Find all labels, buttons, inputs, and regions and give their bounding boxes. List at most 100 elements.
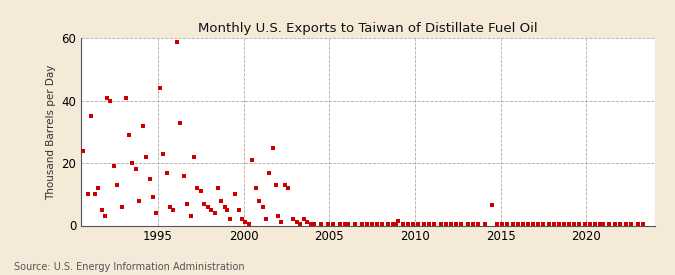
Point — [564, 222, 574, 226]
Point — [288, 217, 299, 221]
Point — [250, 186, 261, 190]
Point — [165, 205, 176, 209]
Point — [372, 222, 383, 226]
Point — [334, 222, 345, 226]
Point — [367, 222, 377, 226]
Point — [322, 222, 333, 226]
Point — [456, 222, 466, 226]
Point — [403, 222, 414, 226]
Point — [168, 208, 179, 212]
Point — [233, 208, 244, 212]
Point — [603, 222, 614, 226]
Point — [101, 95, 112, 100]
Point — [305, 222, 316, 226]
Point — [559, 222, 570, 226]
Point — [206, 208, 217, 212]
Point — [518, 222, 529, 226]
Point — [185, 214, 196, 218]
Point — [543, 222, 554, 226]
Point — [302, 220, 313, 225]
Point — [213, 186, 223, 190]
Point — [267, 145, 278, 150]
Point — [429, 222, 439, 226]
Point — [86, 114, 97, 119]
Point — [595, 222, 605, 226]
Point — [144, 177, 155, 181]
Point — [261, 217, 271, 221]
Point — [127, 161, 138, 165]
Point — [522, 222, 533, 226]
Point — [130, 167, 141, 172]
Point — [111, 183, 122, 187]
Point — [497, 222, 508, 226]
Point — [620, 222, 631, 226]
Point — [548, 222, 559, 226]
Point — [387, 222, 398, 226]
Point — [408, 222, 418, 226]
Point — [574, 222, 585, 226]
Point — [221, 208, 232, 212]
Point — [440, 222, 451, 226]
Y-axis label: Thousand Barrels per Day: Thousand Barrels per Day — [46, 64, 56, 200]
Point — [451, 222, 462, 226]
Text: Source: U.S. Energy Information Administration: Source: U.S. Energy Information Administ… — [14, 262, 244, 272]
Point — [247, 158, 258, 162]
Point — [240, 220, 251, 225]
Point — [175, 120, 186, 125]
Point — [446, 222, 456, 226]
Point — [161, 170, 172, 175]
Point — [468, 222, 479, 226]
Point — [343, 222, 354, 226]
Point — [276, 220, 287, 225]
Point — [155, 86, 165, 90]
Point — [100, 214, 111, 218]
Point — [82, 192, 93, 197]
Point — [598, 222, 609, 226]
Point — [487, 203, 497, 207]
Point — [237, 217, 248, 221]
Point — [271, 183, 281, 187]
Point — [392, 219, 403, 223]
Point — [533, 222, 543, 226]
Point — [295, 222, 306, 226]
Point — [610, 222, 621, 226]
Point — [398, 222, 408, 226]
Point — [462, 222, 473, 226]
Point — [502, 222, 513, 226]
Point — [96, 208, 107, 212]
Point — [279, 183, 290, 187]
Point — [264, 170, 275, 175]
Point — [340, 222, 350, 226]
Point — [257, 205, 268, 209]
Point — [158, 152, 169, 156]
Point — [225, 217, 236, 221]
Point — [538, 222, 549, 226]
Point — [72, 99, 83, 103]
Point — [105, 99, 115, 103]
Point — [188, 155, 199, 159]
Point — [327, 222, 338, 226]
Point — [356, 222, 367, 226]
Point — [637, 222, 648, 226]
Point — [230, 192, 240, 197]
Point — [69, 164, 80, 169]
Point — [589, 222, 600, 226]
Point — [315, 222, 326, 226]
Point — [554, 222, 564, 226]
Point — [308, 222, 319, 226]
Point — [377, 222, 388, 226]
Point — [178, 174, 189, 178]
Point — [507, 222, 518, 226]
Point — [391, 222, 402, 226]
Point — [117, 205, 128, 209]
Point — [124, 133, 134, 137]
Point — [148, 195, 159, 200]
Point — [199, 202, 210, 206]
Point — [362, 222, 373, 226]
Point — [108, 164, 119, 169]
Point — [171, 39, 182, 44]
Point — [192, 186, 203, 190]
Point — [273, 214, 284, 218]
Point — [182, 202, 192, 206]
Point — [350, 222, 360, 226]
